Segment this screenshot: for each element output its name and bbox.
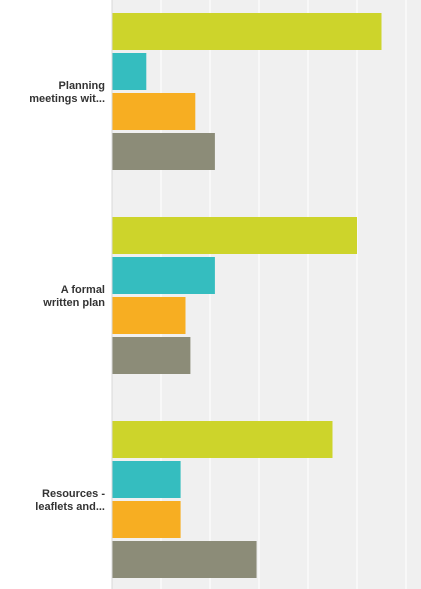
category-label-2-line-1: A formal xyxy=(61,284,105,296)
bar-1-series-4 xyxy=(112,133,215,170)
plot-area xyxy=(112,0,421,589)
bar-1-series-3 xyxy=(112,93,196,130)
bar-1-series-2 xyxy=(112,53,147,90)
category-label-1-line-1: Planning xyxy=(59,80,105,92)
bar-3-series-4 xyxy=(112,541,257,578)
bar-1-series-1 xyxy=(112,13,382,50)
bar-2-series-4 xyxy=(112,337,191,374)
bar-3-series-1 xyxy=(112,421,333,458)
bar-2-series-1 xyxy=(112,217,357,254)
category-label-3-line-2: leaflets and... xyxy=(35,501,105,513)
category-label-2-line-2: written plan xyxy=(42,297,105,309)
bar-3-series-2 xyxy=(112,461,181,498)
category-label-3-line-1: Resources - xyxy=(42,488,105,500)
bar-2-series-3 xyxy=(112,297,186,334)
bar-series xyxy=(112,13,382,578)
bar-2-series-2 xyxy=(112,257,215,294)
category-label-1-line-2: meetings wit... xyxy=(29,93,105,105)
bar-3-series-3 xyxy=(112,501,181,538)
